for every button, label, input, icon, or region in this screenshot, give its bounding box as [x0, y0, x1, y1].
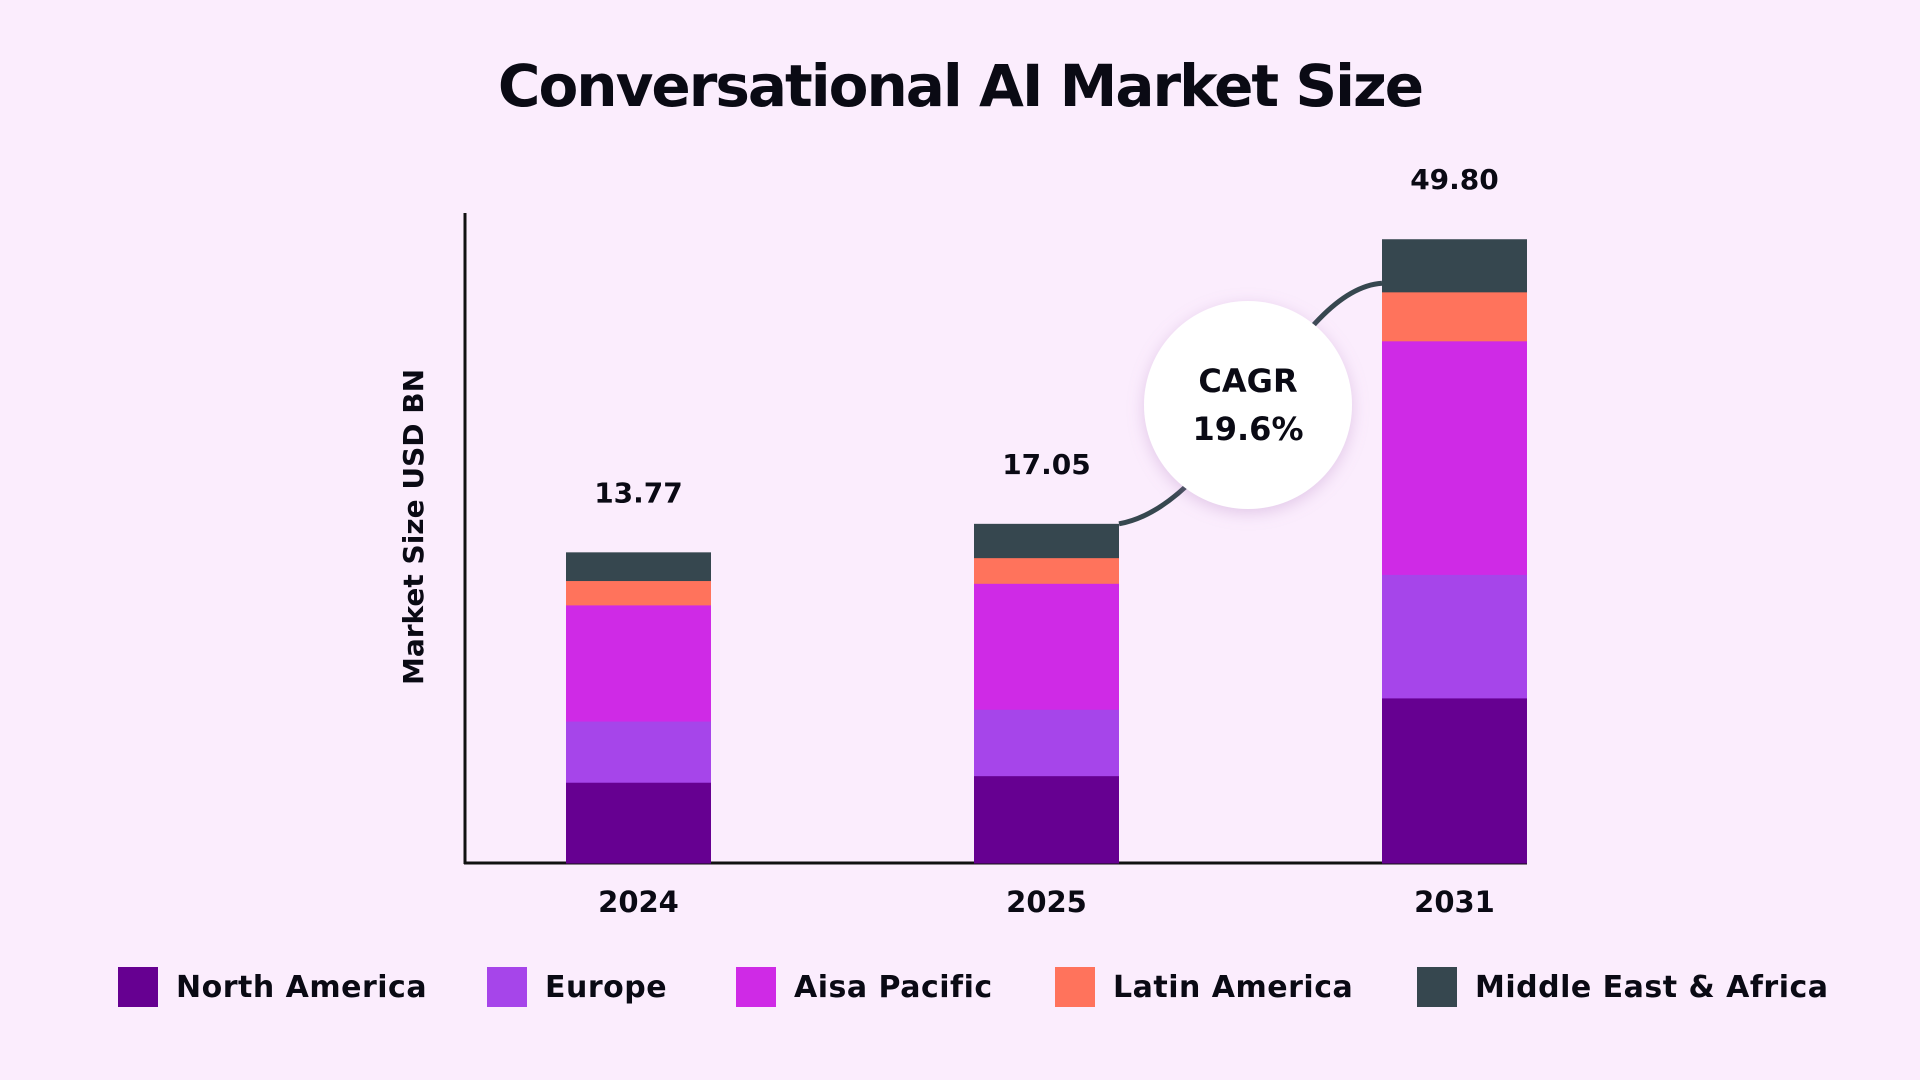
data-label-total-2031: 49.80	[1410, 163, 1499, 196]
bar-segment-north-america-2025	[974, 775, 1119, 864]
bar-segment-aisa-pacific-2031	[1382, 340, 1527, 575]
x-tick-label-2025: 2025	[1006, 885, 1087, 919]
legend-item: Europe	[487, 967, 667, 1007]
bar-segment-aisa-pacific-2025	[974, 583, 1119, 710]
data-label-total-2024: 13.77	[594, 476, 683, 509]
bar-segment-middle-east-africa-2025	[974, 523, 1119, 559]
legend-swatch	[487, 967, 527, 1007]
cagr-label: CAGR	[1198, 362, 1297, 400]
legend-item: North America	[118, 967, 427, 1007]
cagr-badge	[1144, 301, 1352, 509]
legend-label: Europe	[545, 969, 668, 1005]
y-axis-label: Market Size USD BN	[397, 369, 430, 685]
legend-label: Latin America	[1113, 969, 1354, 1005]
bar-segment-europe-2024	[566, 721, 711, 783]
bar-segment-north-america-2031	[1382, 697, 1527, 864]
bar-segment-middle-east-africa-2031	[1382, 239, 1527, 293]
x-tick-label-2031: 2031	[1414, 885, 1495, 919]
legend-item: Middle East & Africa	[1417, 967, 1829, 1007]
legend-item: Aisa Pacific	[736, 967, 993, 1007]
legend-swatch	[1055, 967, 1095, 1007]
bar-segment-aisa-pacific-2024	[566, 604, 711, 722]
legend-label: Middle East & Africa	[1475, 969, 1829, 1005]
legend-swatch	[1417, 967, 1457, 1007]
bar-segment-latin-america-2025	[974, 557, 1119, 584]
x-tick-label-2024: 2024	[598, 885, 679, 919]
cagr-value: 19.6%	[1192, 410, 1303, 448]
legend-swatch	[118, 967, 158, 1007]
bar-segment-middle-east-africa-2024	[566, 552, 711, 582]
data-label-total-2025: 17.05	[1002, 448, 1091, 481]
bar-segment-latin-america-2031	[1382, 291, 1527, 342]
bar-segment-north-america-2024	[566, 782, 711, 864]
chart-title: Conversational AI Market Size	[497, 52, 1424, 120]
bar-segment-latin-america-2024	[566, 580, 711, 606]
legend-item: Latin America	[1055, 967, 1353, 1007]
legend-swatch	[736, 967, 776, 1007]
bar-segment-europe-2031	[1382, 574, 1527, 699]
legend-label: Aisa Pacific	[794, 969, 993, 1005]
bar-segment-europe-2025	[974, 709, 1119, 777]
legend-label: North America	[176, 969, 428, 1005]
